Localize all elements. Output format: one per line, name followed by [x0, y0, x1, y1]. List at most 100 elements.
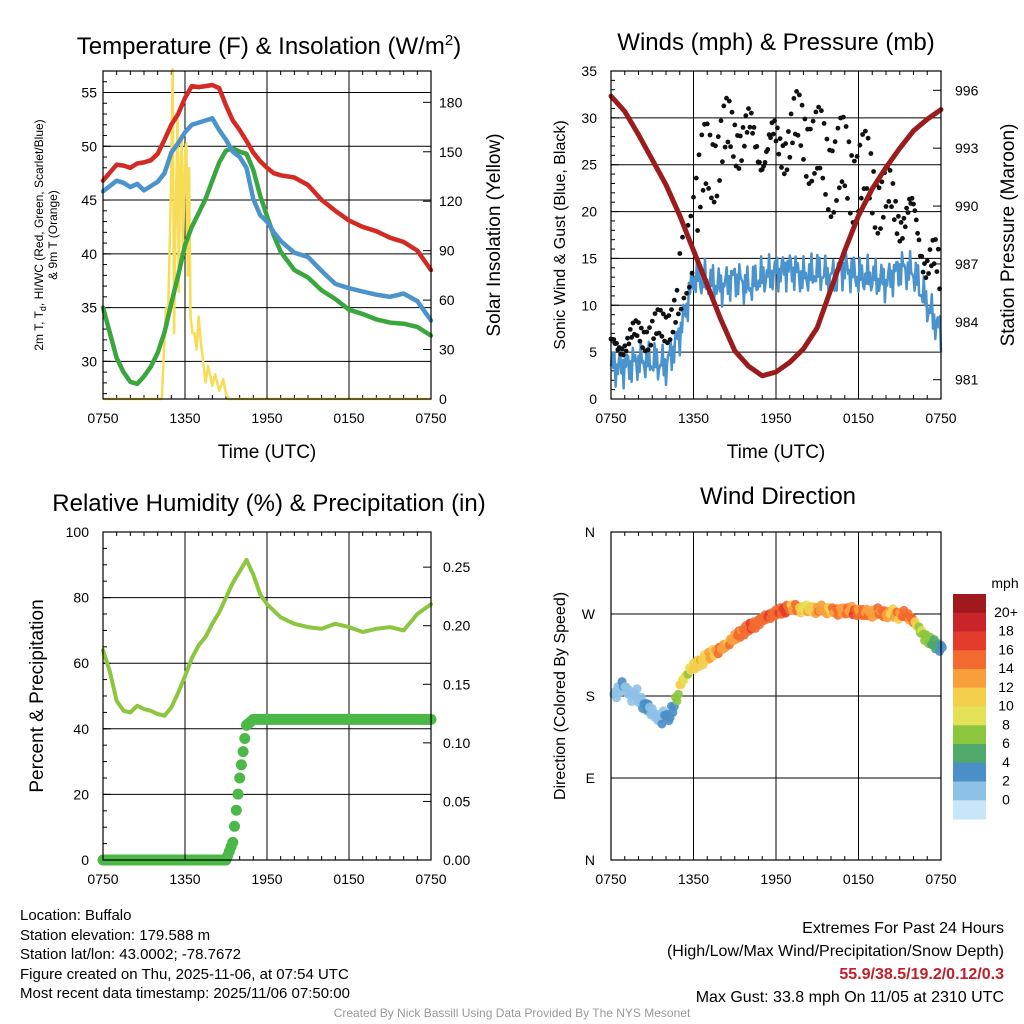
wind-gust-point: [777, 136, 783, 142]
wind-gust-point: [803, 174, 809, 179]
extremes-panel: Extremes For Past 24 Hours (High/Low/Max…: [667, 917, 1004, 1009]
wind-gust-point: [913, 217, 919, 223]
temp-xtick-label: 1950: [251, 410, 282, 426]
wind-gust-point: [698, 204, 703, 210]
wind-xtick-label: 1950: [760, 410, 791, 426]
wind-gust-point: [742, 143, 747, 149]
wind-gust-point: [933, 237, 938, 242]
wind-gust-point: [720, 159, 725, 165]
wind-gust-point: [670, 329, 676, 335]
rh-ytick-right-label: 0.25: [443, 559, 470, 575]
rh-ytick-right-label: 0.15: [443, 676, 470, 692]
wind-gust-point: [924, 258, 930, 264]
wind-gust-point: [810, 118, 816, 124]
wind-gust-point: [896, 213, 901, 219]
wind-ytick-label: 0: [589, 391, 597, 407]
wind-gust-point: [656, 330, 662, 336]
wind-gust-point: [836, 185, 842, 191]
wind-gust-point: [637, 338, 643, 344]
latlon-text: Station lat/lon: 43.0002; -78.7672: [20, 946, 242, 963]
wind-gust-point: [802, 116, 808, 122]
colorbar-label: 10: [998, 698, 1014, 714]
wind-gust-point: [709, 195, 714, 201]
wind-gust-point: [695, 228, 700, 233]
wind-gust-point: [820, 175, 826, 181]
rh-precip-point: [232, 788, 244, 800]
wind-gust-point: [638, 325, 644, 331]
temp-ylabel-sub: d: [38, 306, 48, 311]
wind-gust-point: [819, 108, 824, 114]
rh-precip-point: [234, 772, 246, 784]
temp-series-hi-wc: [100, 116, 434, 323]
temp-ytick-right-label: 60: [439, 292, 455, 308]
wind-gust-point: [681, 295, 687, 301]
wind-gust-point: [857, 142, 863, 148]
temp-xlabel: Time (UTC): [218, 442, 317, 463]
wind-gust-point: [699, 132, 705, 138]
wind-gust-point: [935, 246, 941, 252]
rh-precip-point: [227, 836, 239, 848]
wind-gust-point: [762, 160, 768, 165]
wind-ytick-label: 15: [581, 250, 597, 266]
wind-gust-point: [865, 135, 871, 141]
dir-point: [657, 719, 667, 729]
wind-gust-point: [691, 194, 696, 200]
elevation-text: Station elevation: 179.588 m: [20, 926, 211, 944]
max-gust-text: Max Gust: 33.8 mph On 11/05 at 2310 UTC: [695, 989, 1004, 1006]
temp-ylabel-left-2: & 9m T (Orange): [46, 190, 60, 280]
wind-gust-point: [875, 230, 881, 236]
colorbar-label: 2: [1002, 773, 1010, 789]
temp-ytick-right-label: 120: [439, 193, 463, 209]
wind-gust-point: [783, 141, 788, 147]
wind-gust-point: [722, 144, 728, 150]
wind-gust-point: [830, 148, 835, 154]
created-text: Figure created on Thu, 2025-11-06, at 07…: [20, 965, 349, 983]
rh-ytick-label: 60: [73, 655, 89, 671]
wind-gust-point: [934, 269, 940, 274]
wind-gust-point: [743, 113, 749, 119]
wind-gust-point: [905, 210, 911, 216]
rh-title: Relative Humidity (%) & Precipitation (i…: [52, 490, 485, 517]
rh-ytick-label: 80: [73, 590, 89, 606]
wind-gust-point: [797, 92, 802, 98]
extremes-values: 55.9/38.5/19.2/0.12/0.3: [839, 966, 1004, 983]
wind-gust-point: [669, 307, 674, 312]
dir-ytick-label: N: [585, 852, 595, 868]
wind-gust-point: [714, 193, 720, 199]
wind-gust-point: [842, 183, 848, 189]
wind-ytick-label: 20: [581, 204, 597, 220]
colorbar-swatch: [953, 687, 986, 707]
wind-gust-point: [787, 154, 793, 160]
wind-gust-point: [619, 346, 625, 352]
wind-gust-point: [629, 335, 634, 340]
wind-gust-point: [737, 133, 743, 139]
dir-point: [673, 689, 683, 699]
wind-gust-point: [854, 154, 860, 159]
wind-gust-point: [788, 111, 794, 117]
wind-gust-point: [622, 343, 628, 349]
temp-ytick-label: 50: [81, 138, 97, 154]
wind-gust-point: [761, 163, 766, 169]
temp-series-2m-t: [100, 82, 434, 273]
wind-gust-point: [647, 325, 652, 331]
wind-gust-point: [912, 208, 918, 214]
extremes-title: Extremes For Past 24 Hours: [802, 920, 1004, 937]
wind-gust-point: [717, 178, 722, 183]
wind-gust-point: [621, 352, 626, 358]
wind-gust-point: [728, 144, 733, 150]
temp-ylabel-right: Solar Insolation (Yellow): [484, 133, 505, 336]
wind-gust-point: [770, 131, 776, 137]
rh-ytick-right-label: 0.10: [443, 735, 470, 751]
wind-xtick-label: 0750: [925, 410, 956, 426]
wind-gust-point: [841, 114, 846, 120]
wind-gust-point: [823, 192, 828, 197]
colorbar-swatch: [953, 744, 986, 764]
wind-gust-point: [676, 311, 681, 317]
wind-gust-point: [696, 152, 702, 158]
wind-gust-point: [834, 198, 839, 203]
temp-ytick-right-label: 180: [439, 94, 463, 110]
temp-xtick-label: 0150: [333, 410, 364, 426]
wind-gust-point: [821, 121, 827, 126]
rh-precip-point: [235, 759, 247, 771]
wind-gust-point: [611, 337, 617, 342]
